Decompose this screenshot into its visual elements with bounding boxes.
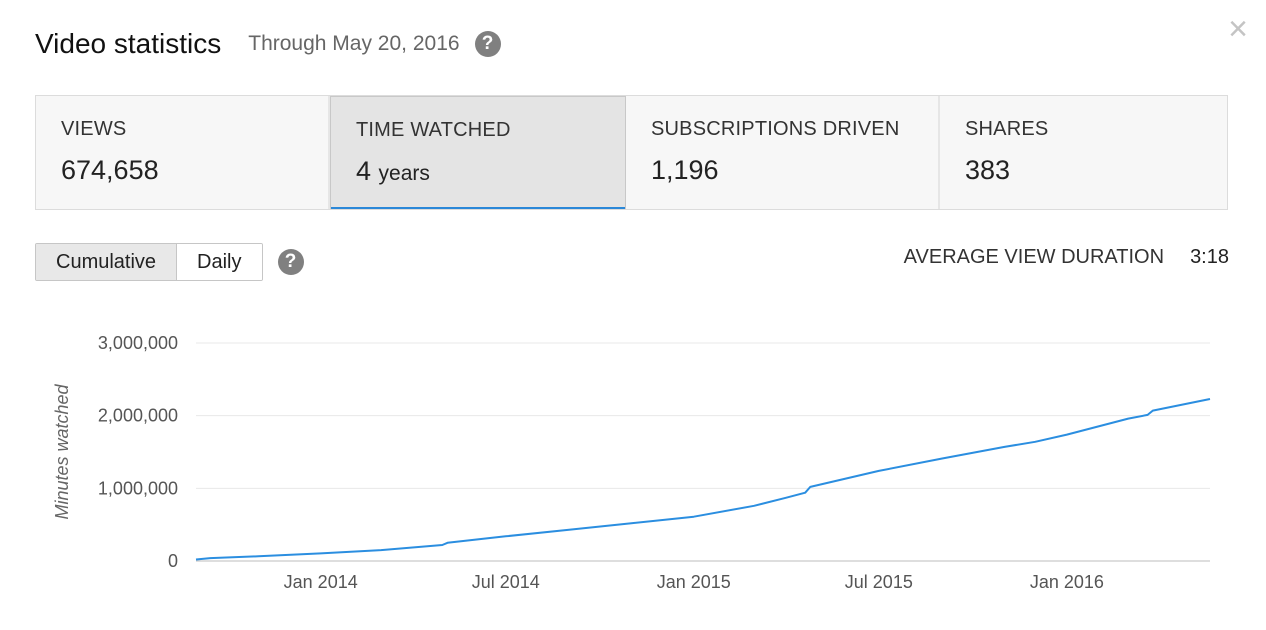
x-tick-label: Jan 2016 [1030,572,1104,592]
metric-label: VIEWS [61,118,127,140]
help-icon[interactable]: ? [474,31,501,57]
metric-unit: years [378,162,430,185]
close-icon[interactable]: × [1228,10,1248,48]
metric-value: 674,658 [61,155,159,185]
y-axis-title: Minutes watched [52,383,72,519]
metric-label: SHARES [965,118,1049,140]
x-tick-label: Jul 2015 [845,572,913,592]
y-tick-label: 2,000,000 [98,406,178,426]
x-tick-label: Jan 2014 [284,572,358,592]
avg-duration-label: AVERAGE VIEW DURATION [903,246,1165,268]
series-line [195,398,1211,561]
date-range-label: Through May 20, 2016 [248,32,460,55]
metric-value: 4 years [356,156,430,186]
metric-tab-shares[interactable]: SHARES 383 [940,96,1227,209]
metric-value: 383 [965,155,1011,185]
cumulative-button[interactable]: Cumulative [36,244,177,280]
metric-value: 1,196 [651,155,719,185]
avg-duration-value: 3:18 [1190,246,1229,268]
metric-tab-subscriptions[interactable]: SUBSCRIPTIONS DRIVEN 1,196 [626,96,940,209]
y-tick-label: 1,000,000 [98,478,178,498]
metric-tab-views[interactable]: VIEWS 674,658 [36,96,330,209]
average-view-duration: AVERAGE VIEW DURATION 3:18 [904,246,1229,269]
metric-tab-time-watched[interactable]: TIME WATCHED 4 years [330,96,626,209]
help-icon[interactable]: ? [277,249,304,275]
page-title: Video statistics [35,28,222,59]
chart-controls: Cumulative Daily ? [35,243,304,281]
y-tick-label: 3,000,000 [98,333,178,353]
metric-label: TIME WATCHED [356,119,511,141]
daily-button[interactable]: Daily [176,244,262,280]
x-tick-label: Jul 2014 [472,572,540,592]
y-tick-label: 0 [168,551,178,571]
metric-label: SUBSCRIPTIONS DRIVEN [651,118,900,140]
header: Video statistics Through May 20, 2016 ? [35,24,501,64]
metrics-tabs: VIEWS 674,658 TIME WATCHED 4 years SUBSC… [35,95,1228,210]
x-tick-label: Jan 2015 [657,572,731,592]
view-toggle: Cumulative Daily [35,243,263,281]
